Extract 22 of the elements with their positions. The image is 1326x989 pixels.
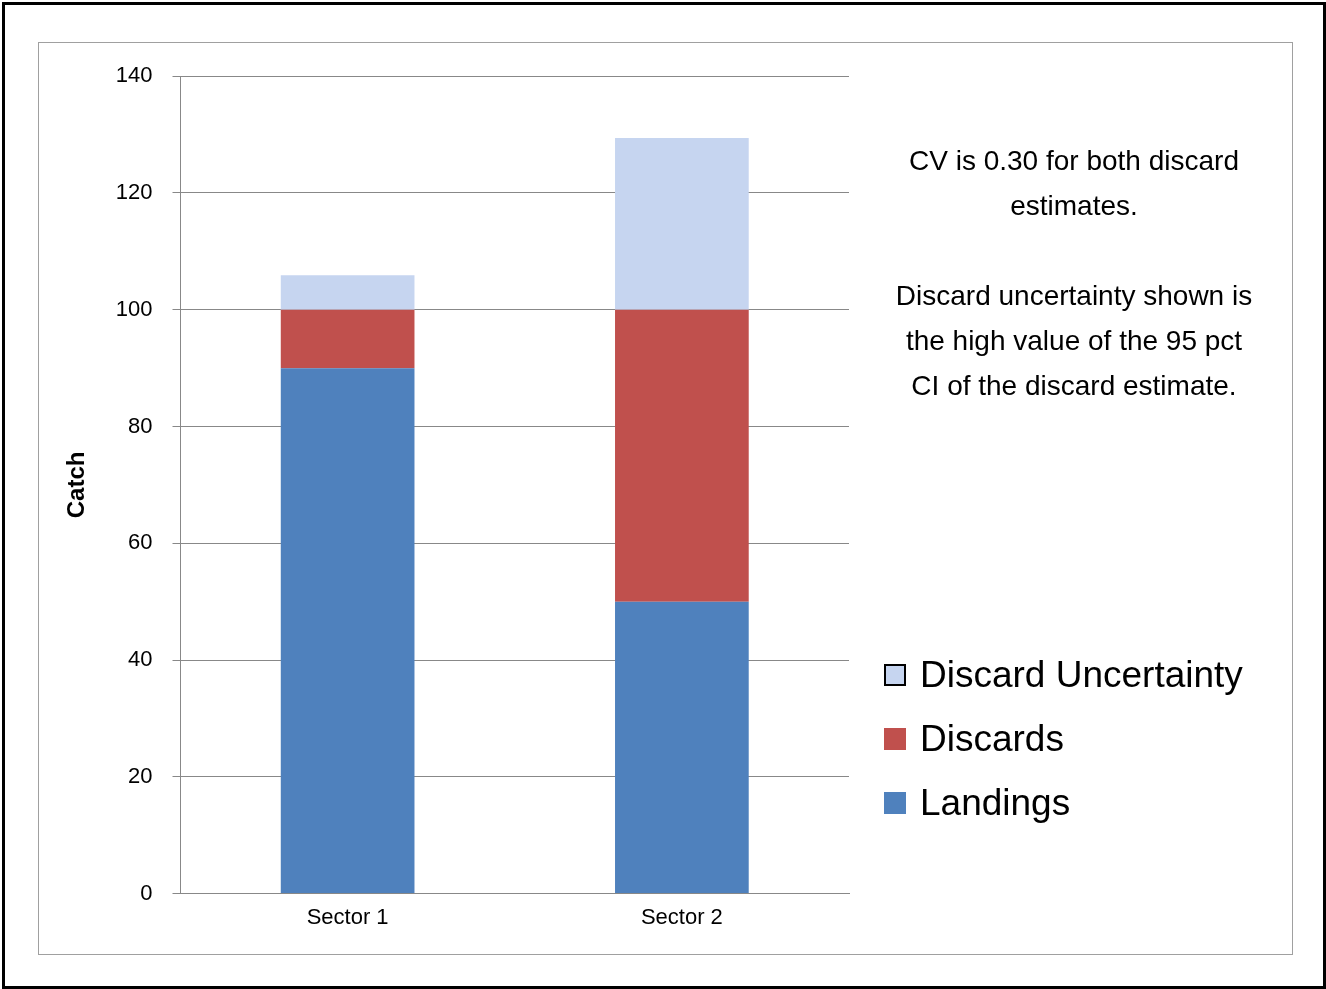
y-tick-label: 60 bbox=[128, 529, 153, 555]
bar bbox=[280, 368, 415, 894]
legend-label: Discards bbox=[920, 718, 1064, 760]
x-tick-label: Sector 1 bbox=[306, 903, 389, 929]
legend-label: Discard Uncertainty bbox=[920, 654, 1243, 696]
text: Discard uncertainty shown is the high value of the 95 pct CI of the discard estimate. bbox=[894, 279, 1254, 403]
y-tick-label: 140 bbox=[115, 62, 153, 88]
x-tick-label: Sector 2 bbox=[640, 903, 723, 929]
y-tick-label: 0 bbox=[140, 879, 153, 905]
text: CV is 0.30 for both discard estimates. bbox=[908, 144, 1240, 223]
bar bbox=[615, 138, 749, 310]
y-tick-label: 20 bbox=[128, 762, 153, 788]
y-tick-label: 120 bbox=[115, 179, 153, 205]
y-axis-title: Catch bbox=[62, 451, 90, 519]
bar bbox=[280, 275, 415, 310]
y-tick-label: 100 bbox=[115, 295, 153, 321]
bar bbox=[615, 601, 749, 894]
bar bbox=[615, 309, 749, 602]
y-tick-label: 80 bbox=[128, 412, 153, 438]
y-tick-label: 40 bbox=[128, 646, 153, 672]
bar bbox=[280, 309, 415, 369]
legend-label: Landings bbox=[920, 782, 1071, 824]
